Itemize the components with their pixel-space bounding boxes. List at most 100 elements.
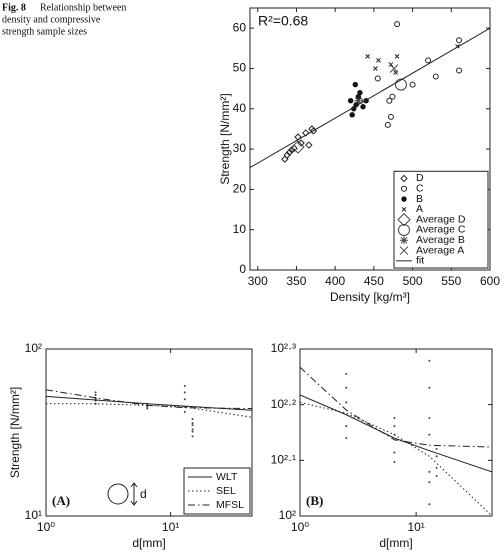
legend-marker [398, 223, 410, 236]
y-tick-label: 50 [233, 61, 247, 75]
diamond-point [283, 151, 291, 159]
legend-marker [401, 206, 407, 212]
x-tick-label: 450 [364, 274, 384, 288]
plot-frame [299, 348, 493, 517]
dot-point [357, 89, 363, 96]
diamond-point [294, 133, 302, 141]
y-tick-label: 30 [233, 141, 247, 155]
legend-label: A [416, 203, 423, 215]
data-point [393, 425, 396, 428]
circle-point [389, 93, 396, 100]
legend-label: B [416, 193, 423, 205]
average-point [389, 64, 399, 73]
y-tick-label: 60 [233, 20, 247, 34]
y-tick-label: 10²·² [271, 397, 296, 411]
y-tick-label: 10¹ [25, 508, 42, 522]
data-point [428, 433, 431, 436]
y-tick-label: 10²·³ [271, 341, 296, 355]
legend-label: Average A [416, 244, 464, 256]
data-point [435, 474, 438, 477]
x-tick-label: 500 [403, 274, 423, 288]
dot-point [347, 98, 354, 104]
y-tick-label: 10²·¹ [271, 452, 296, 466]
data-point [428, 416, 431, 419]
data-point [191, 430, 194, 433]
y-tick-label: 10² [279, 508, 296, 522]
data-point [428, 359, 431, 362]
circle-point [374, 75, 381, 82]
caption-label: Fig. 8 [2, 2, 26, 13]
diamond-point [281, 155, 289, 163]
data-point [94, 391, 97, 394]
x-tick-label: 10⁰ [37, 520, 55, 534]
circle-point [409, 81, 416, 88]
x-tick-label: 400 [325, 274, 345, 288]
caption-line: Relationship between [40, 2, 126, 13]
caption-line: density and compressive [2, 14, 101, 25]
x-point [373, 66, 378, 71]
x-axis-label: d[mm] [379, 536, 412, 550]
average-point [291, 140, 305, 154]
legend-label: fit [416, 255, 424, 267]
y-tick-label: 0 [239, 262, 246, 276]
data-point [435, 466, 438, 469]
diamond-point [302, 129, 310, 137]
legend-label: Average D [416, 213, 466, 225]
x-tick-label: 600 [480, 274, 500, 288]
x-tick-label: 10⁰ [291, 520, 309, 534]
legend-label: C [416, 183, 424, 195]
x-tick-label: 300 [248, 274, 268, 288]
circle-point [384, 121, 391, 128]
legend-label: WLT [216, 471, 238, 483]
x-point [376, 58, 381, 63]
data-point [191, 422, 194, 425]
data-point [183, 391, 186, 394]
series-line [46, 395, 252, 411]
data-point [345, 437, 348, 440]
data-point [191, 424, 194, 427]
circle-point [456, 37, 463, 44]
circle-point [456, 67, 463, 74]
legend-label: D [416, 172, 424, 184]
series-line [300, 394, 492, 473]
data-point [183, 410, 186, 413]
plot-frame [45, 348, 253, 517]
data-point [435, 447, 438, 450]
data-point [428, 470, 431, 473]
average-point [354, 96, 363, 105]
y-tick-label: 10 [233, 222, 247, 236]
y-tick-label: 20 [233, 182, 247, 196]
legend-label: MFSL [216, 499, 244, 511]
inset-icon [107, 482, 138, 506]
legend-label: Average B [416, 234, 465, 246]
legend-marker [400, 174, 408, 183]
diamond-point [285, 148, 294, 157]
x-tick-label: 550 [441, 274, 461, 288]
y-axis-label: Strength [N/mm²] [8, 387, 22, 478]
series-line [46, 389, 252, 410]
dot-point [360, 104, 366, 110]
caption-line: strength sample sizes [2, 26, 87, 37]
data-point [183, 398, 186, 401]
data-point [146, 405, 149, 408]
y-axis-label: Strength [N/mm²] [218, 93, 232, 184]
annotation: R²=0.68 [258, 13, 308, 29]
data-point [345, 386, 348, 389]
legend-marker [399, 246, 409, 255]
inset-label: d [140, 487, 147, 501]
circle-point [432, 73, 439, 80]
y-tick-label: 10² [25, 341, 42, 355]
data-point [393, 461, 396, 464]
legend-box [183, 467, 251, 515]
circle-point [394, 21, 401, 28]
data-point [191, 435, 194, 438]
data-point [146, 407, 149, 410]
legend-label: Average C [416, 224, 466, 236]
dot-point [352, 81, 358, 88]
x-tick-label: 10¹ [407, 520, 424, 534]
series-line [300, 366, 492, 448]
x-point [394, 54, 400, 59]
plot-frame [249, 7, 491, 271]
data-point [345, 372, 348, 375]
